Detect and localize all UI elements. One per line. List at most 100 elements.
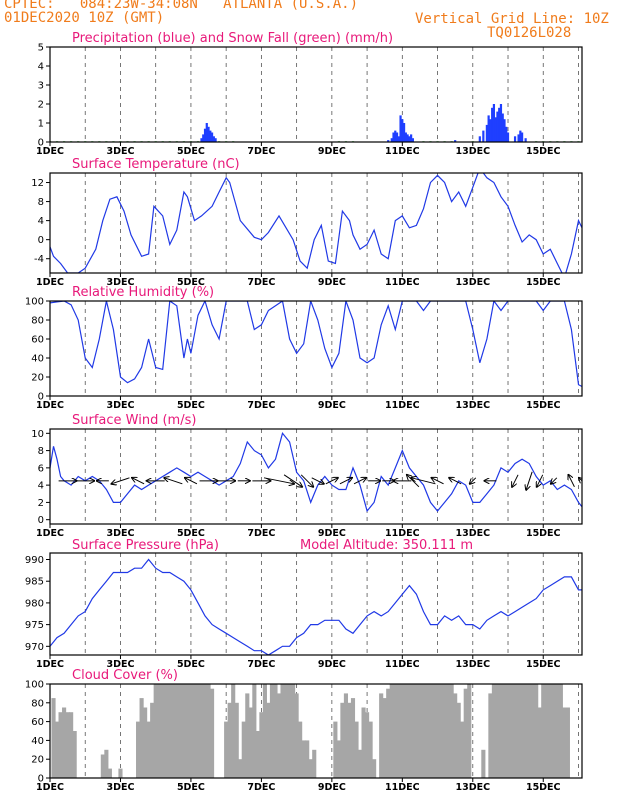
bar-cloud [389,684,394,778]
y-tick-label: 985 [25,577,44,588]
y-tick-label: 60 [31,335,44,346]
bar-cloud [537,707,542,778]
wind-arrow [164,478,183,485]
bar-cloud [104,749,109,778]
bar-cloud [241,721,246,778]
header-datetime: 01DEC2020 10Z (GMT) [4,10,165,26]
bar-cloud [498,684,504,778]
bar-precipitation [399,115,402,142]
bar-cloud [136,721,141,778]
bar-precipitation [517,134,520,142]
panel-title: Surface Wind (m/s) [72,413,196,428]
bar-precipitation [498,107,501,142]
wind-arrow [449,478,462,485]
header-grid-note: Vertical Grid Line: 10Z [415,11,609,27]
x-tick-label: 11DEC [385,528,420,539]
bar-cloud [72,731,77,778]
bar-cloud [238,759,243,778]
bar-cloud [252,684,257,778]
y-tick-label: 10 [31,429,44,440]
y-tick-label: 100 [25,297,44,308]
bar-cloud [446,684,451,778]
bar-cloud [65,712,70,778]
bar-cloud [199,684,204,778]
y-tick-label: 0 [38,138,44,149]
panel-pressure: Surface Pressure (hPa) Model Altitude: 35… [25,538,583,670]
x-tick-label: 11DEC [385,782,420,793]
wind-arrow [512,474,519,487]
x-tick-label: 3DEC [106,146,134,157]
x-tick-label: 3DEC [106,528,134,539]
bar-precipitation [454,140,457,142]
panel-frame [49,683,583,779]
wind-arrow [568,475,575,488]
panel-title: Precipitation (blue) and Snow Fall (gree… [72,31,393,46]
wind-arrow [353,478,366,485]
x-tick-label: 1DEC [36,146,64,157]
y-tick-label: 40 [31,736,44,747]
x-tick-label: 15DEC [526,782,561,793]
bar-precipitation [404,132,407,142]
wind-arrow [111,477,130,484]
bar-precipitation [395,132,399,142]
bar-cloud [231,684,236,778]
bar-cloud [520,684,525,778]
bar-cloud [269,684,275,778]
x-tick-label: 11DEC [385,400,420,411]
bar-precipitation [496,111,499,142]
bar-cloud [502,684,507,778]
x-tick-label: 9DEC [318,659,346,670]
wind-arrow [300,474,313,487]
bar-cloud [527,684,532,778]
bar-cloud [403,684,408,778]
y-tick-label: 3 [38,81,44,92]
x-tick-label: 15DEC [526,277,561,288]
bar-precipitation [519,130,522,142]
bar-cloud [276,693,282,778]
bar-cloud [51,698,56,778]
bar-cloud [453,693,458,778]
wind-arrow [325,478,338,485]
bar-cloud [428,684,433,778]
x-tick-label: 15DEC [526,400,561,411]
bar-precipitation [390,138,393,142]
bar-cloud [491,684,496,778]
panel-frame [49,172,583,274]
x-tick-label: 7DEC [247,277,275,288]
y-tick-label: 100 [25,680,44,691]
x-tick-label: 5DEC [177,146,205,157]
bar-cloud [143,707,148,778]
bar-cloud [234,702,239,778]
bar-precipitation [485,124,488,142]
bar-cloud [410,684,415,778]
bar-cloud [139,698,144,778]
bar-precipitation [397,136,400,142]
bar-cloud [382,698,387,778]
bar-cloud [301,740,306,778]
bar-cloud [548,684,553,778]
bar-precipitation [491,107,494,142]
bar-cloud [294,693,299,778]
y-tick-label: 4 [38,216,44,227]
y-tick-label: 5 [38,43,44,54]
x-tick-label: 1DEC [36,659,64,670]
header-code: TQ0126L028 [487,25,572,41]
wind-arrow [411,478,436,485]
y-tick-label: 2 [38,498,44,509]
y-tick-label: 970 [25,642,44,653]
wind-arrow [132,478,145,485]
bar-cloud [259,712,264,778]
x-tick-label: 15DEC [526,528,561,539]
bar-cloud [544,684,549,778]
wind-arrow [311,477,324,484]
x-tick-label: 3DEC [106,659,134,670]
data-layer [50,432,582,513]
y-tick-label: 4 [38,481,44,492]
bar-cloud [347,702,352,778]
bar-cloud [481,749,486,778]
panel-title: Surface Temperature (nC) [72,157,240,172]
x-tick-label: 13DEC [455,400,490,411]
bar-precipitation [387,140,390,142]
x-tick-label: 9DEC [318,400,346,411]
